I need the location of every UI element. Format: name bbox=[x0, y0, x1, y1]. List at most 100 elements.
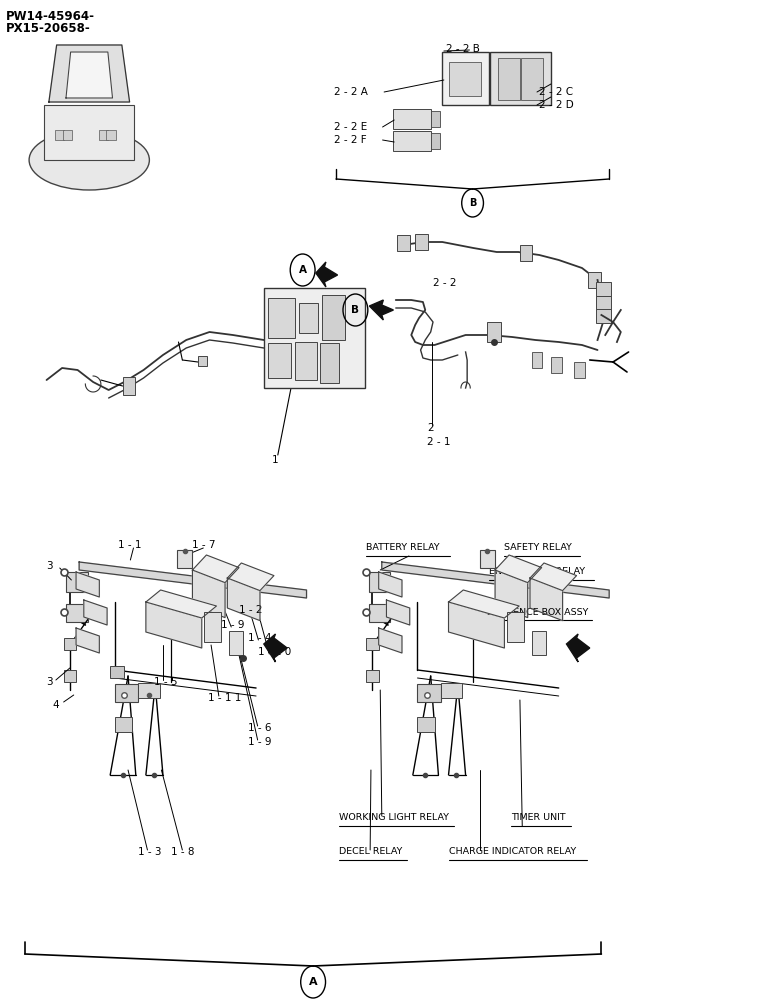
FancyBboxPatch shape bbox=[66, 604, 88, 622]
FancyBboxPatch shape bbox=[498, 58, 520, 100]
FancyBboxPatch shape bbox=[551, 357, 562, 373]
FancyBboxPatch shape bbox=[596, 309, 611, 323]
Text: 2 - 2 B: 2 - 2 B bbox=[446, 44, 480, 54]
FancyBboxPatch shape bbox=[574, 362, 585, 378]
FancyBboxPatch shape bbox=[64, 670, 76, 682]
Polygon shape bbox=[530, 563, 577, 591]
FancyBboxPatch shape bbox=[268, 298, 295, 338]
Text: 2 - 2 D: 2 - 2 D bbox=[539, 100, 574, 110]
Polygon shape bbox=[316, 262, 338, 287]
Text: 1 - 5: 1 - 5 bbox=[154, 677, 177, 687]
FancyBboxPatch shape bbox=[55, 130, 64, 140]
Text: 1 - 1: 1 - 1 bbox=[118, 540, 141, 550]
FancyBboxPatch shape bbox=[229, 631, 243, 655]
Polygon shape bbox=[227, 563, 274, 591]
FancyBboxPatch shape bbox=[521, 58, 543, 100]
Text: A: A bbox=[309, 977, 317, 987]
Polygon shape bbox=[192, 555, 239, 583]
FancyBboxPatch shape bbox=[299, 303, 318, 333]
Polygon shape bbox=[146, 602, 202, 648]
Text: PX15-20658-: PX15-20658- bbox=[6, 22, 91, 35]
FancyBboxPatch shape bbox=[115, 717, 132, 732]
Polygon shape bbox=[386, 600, 410, 625]
Polygon shape bbox=[495, 570, 528, 618]
Text: 1 - 3: 1 - 3 bbox=[138, 847, 161, 857]
Text: 1 - 1 1: 1 - 1 1 bbox=[208, 693, 241, 703]
FancyBboxPatch shape bbox=[106, 130, 116, 140]
FancyBboxPatch shape bbox=[369, 572, 390, 592]
FancyBboxPatch shape bbox=[63, 130, 72, 140]
FancyBboxPatch shape bbox=[490, 52, 551, 105]
Text: 1 - 7: 1 - 7 bbox=[192, 540, 216, 550]
FancyBboxPatch shape bbox=[596, 282, 611, 296]
Text: 2 - 2: 2 - 2 bbox=[433, 278, 456, 288]
FancyBboxPatch shape bbox=[431, 133, 440, 149]
FancyBboxPatch shape bbox=[415, 234, 428, 250]
FancyBboxPatch shape bbox=[369, 604, 390, 622]
FancyBboxPatch shape bbox=[417, 717, 435, 732]
FancyBboxPatch shape bbox=[397, 235, 410, 251]
Text: 2: 2 bbox=[427, 423, 434, 433]
FancyBboxPatch shape bbox=[44, 105, 134, 160]
Polygon shape bbox=[76, 628, 99, 653]
Text: PW14-45964-: PW14-45964- bbox=[6, 10, 95, 23]
FancyBboxPatch shape bbox=[532, 352, 542, 368]
Polygon shape bbox=[530, 578, 563, 621]
Text: BATTERY RELAY: BATTERY RELAY bbox=[366, 544, 440, 552]
FancyBboxPatch shape bbox=[198, 356, 207, 366]
Polygon shape bbox=[379, 628, 402, 653]
FancyBboxPatch shape bbox=[417, 684, 441, 702]
Text: 1 - 4: 1 - 4 bbox=[248, 633, 272, 643]
Text: ENGINE STOP RELAY: ENGINE STOP RELAY bbox=[489, 568, 585, 576]
FancyBboxPatch shape bbox=[264, 288, 365, 388]
Text: 1 - 6: 1 - 6 bbox=[248, 723, 272, 733]
FancyBboxPatch shape bbox=[123, 377, 135, 395]
FancyBboxPatch shape bbox=[320, 343, 339, 383]
FancyBboxPatch shape bbox=[393, 109, 431, 129]
FancyBboxPatch shape bbox=[138, 683, 160, 698]
Polygon shape bbox=[66, 52, 113, 98]
Text: 1 - 1 0: 1 - 1 0 bbox=[258, 647, 292, 657]
FancyBboxPatch shape bbox=[393, 131, 431, 151]
FancyBboxPatch shape bbox=[431, 111, 440, 127]
FancyBboxPatch shape bbox=[520, 245, 532, 261]
FancyBboxPatch shape bbox=[366, 670, 379, 682]
Polygon shape bbox=[369, 300, 393, 320]
FancyBboxPatch shape bbox=[507, 612, 524, 642]
Polygon shape bbox=[192, 570, 225, 618]
Text: DECEL RELAY: DECEL RELAY bbox=[339, 848, 403, 856]
FancyBboxPatch shape bbox=[66, 572, 88, 592]
FancyBboxPatch shape bbox=[588, 272, 601, 288]
Polygon shape bbox=[79, 562, 307, 598]
Text: WORKING LIGHT RELAY: WORKING LIGHT RELAY bbox=[339, 814, 449, 822]
FancyBboxPatch shape bbox=[295, 342, 317, 380]
FancyBboxPatch shape bbox=[449, 62, 481, 96]
FancyBboxPatch shape bbox=[177, 550, 192, 568]
Polygon shape bbox=[227, 578, 260, 621]
FancyBboxPatch shape bbox=[441, 683, 462, 698]
Polygon shape bbox=[566, 634, 590, 662]
FancyBboxPatch shape bbox=[99, 130, 108, 140]
Text: 1 - 9: 1 - 9 bbox=[248, 737, 272, 747]
Ellipse shape bbox=[29, 130, 149, 190]
FancyBboxPatch shape bbox=[532, 631, 546, 655]
Text: 3: 3 bbox=[47, 677, 54, 687]
Text: 2 - 1: 2 - 1 bbox=[427, 437, 450, 447]
Polygon shape bbox=[449, 590, 519, 618]
Text: 2 - 2 C: 2 - 2 C bbox=[539, 87, 573, 97]
Text: 4: 4 bbox=[53, 700, 60, 710]
Polygon shape bbox=[449, 602, 504, 648]
Polygon shape bbox=[76, 572, 99, 597]
Text: CHARGE INDICATOR RELAY: CHARGE INDICATOR RELAY bbox=[449, 848, 576, 856]
FancyBboxPatch shape bbox=[442, 52, 489, 105]
Text: 2 - 2 F: 2 - 2 F bbox=[334, 135, 366, 145]
Text: 2 - 2 A: 2 - 2 A bbox=[334, 87, 368, 97]
Polygon shape bbox=[49, 45, 130, 102]
Polygon shape bbox=[379, 572, 402, 597]
FancyBboxPatch shape bbox=[268, 343, 291, 378]
Text: 1: 1 bbox=[272, 455, 279, 465]
FancyBboxPatch shape bbox=[64, 638, 76, 650]
Text: B: B bbox=[469, 198, 476, 208]
Polygon shape bbox=[382, 562, 609, 598]
Text: 3: 3 bbox=[47, 561, 54, 571]
